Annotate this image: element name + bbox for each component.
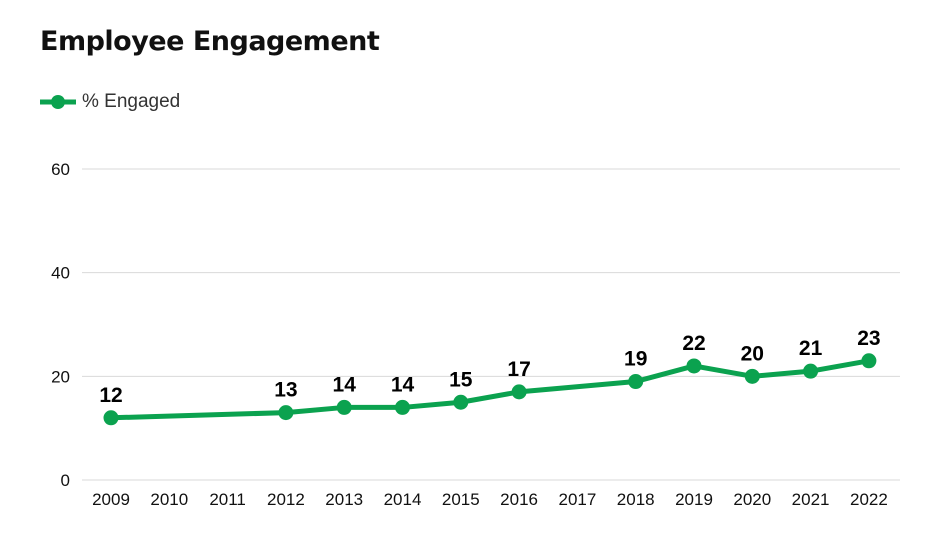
x-tick-label: 2020 xyxy=(733,490,771,509)
x-tick-label: 2017 xyxy=(558,490,596,509)
data-point xyxy=(803,363,819,379)
data-label: 17 xyxy=(507,358,530,381)
x-tick-label: 2018 xyxy=(617,490,655,509)
chart-title: Employee Engagement xyxy=(40,26,380,57)
series-line-path xyxy=(108,358,872,421)
data-label: 22 xyxy=(682,332,705,355)
data-label: 19 xyxy=(624,348,647,371)
data-points xyxy=(103,353,877,426)
data-point xyxy=(453,394,469,410)
x-tick-label: 2009 xyxy=(92,490,130,509)
data-point xyxy=(395,399,410,415)
series-line xyxy=(108,358,872,421)
data-point xyxy=(861,353,877,369)
x-tick-label: 2010 xyxy=(150,490,188,509)
data-label: 15 xyxy=(449,368,473,391)
data-point xyxy=(744,368,760,384)
data-label: 23 xyxy=(857,327,880,350)
x-tick-label: 2015 xyxy=(442,490,480,509)
legend-label: % Engaged xyxy=(82,91,181,112)
y-tick-label: 0 xyxy=(61,471,70,490)
data-point xyxy=(103,410,119,426)
y-tick-label: 60 xyxy=(51,160,70,179)
gridlines xyxy=(82,168,900,481)
x-tick-label: 2021 xyxy=(792,490,830,509)
x-tick-label: 2016 xyxy=(500,490,538,509)
legend-swatch-icon xyxy=(40,95,76,109)
data-label: 14 xyxy=(333,373,357,396)
data-labels: 12 13 14 14 15 17 19 22 20 21 23 xyxy=(99,327,880,407)
y-tick-label: 20 xyxy=(51,367,70,386)
y-axis-ticks: 0 20 40 60 xyxy=(51,160,70,490)
x-tick-label: 2019 xyxy=(675,490,713,509)
x-tick-label: 2012 xyxy=(267,490,305,509)
x-tick-label: 2014 xyxy=(384,490,422,509)
x-tick-label: 2022 xyxy=(850,490,888,509)
x-tick-label: 2011 xyxy=(209,490,246,509)
data-label: 14 xyxy=(391,373,415,396)
legend: % Engaged xyxy=(40,90,180,114)
data-label: 12 xyxy=(99,384,122,407)
data-point xyxy=(686,358,702,374)
data-point xyxy=(278,405,294,421)
data-label: 21 xyxy=(799,337,823,360)
data-point xyxy=(336,399,352,415)
y-tick-label: 40 xyxy=(51,264,70,283)
data-label: 20 xyxy=(741,342,764,365)
data-label: 13 xyxy=(274,379,297,402)
x-tick-label: 2013 xyxy=(325,490,363,509)
data-point xyxy=(628,374,644,390)
x-axis-ticks: 2009 2010 2011 2012 2013 2014 2015 2016 2017 2018… xyxy=(92,490,888,509)
data-point xyxy=(511,384,527,400)
